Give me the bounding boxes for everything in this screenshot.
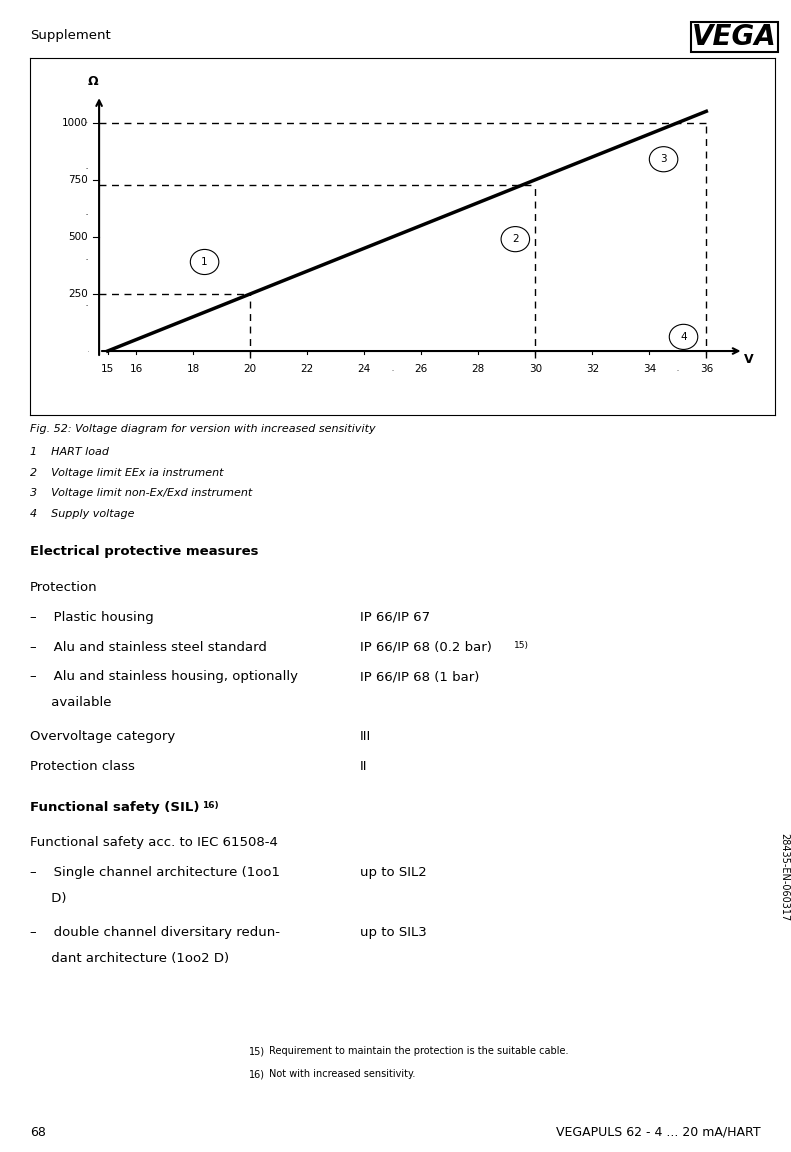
Text: 15: 15 [101,364,114,373]
Text: D): D) [30,892,66,904]
Text: Functional safety acc. to IEC 61508-4: Functional safety acc. to IEC 61508-4 [30,836,278,849]
Text: 1    HART load: 1 HART load [30,447,109,457]
Text: 28435-EN-060317: 28435-EN-060317 [780,833,789,922]
Text: 30: 30 [528,364,542,373]
Text: II: II [360,760,367,773]
Text: IP 66/IP 68 (1 bar): IP 66/IP 68 (1 bar) [360,670,479,683]
Ellipse shape [191,250,219,274]
Text: 28: 28 [471,364,485,373]
Text: Overvoltage category: Overvoltage category [30,730,176,743]
Text: 1: 1 [201,257,208,267]
Text: 20: 20 [244,364,257,373]
Text: Not with increased sensitivity.: Not with increased sensitivity. [269,1069,415,1079]
Text: –    double channel diversitary redun-: – double channel diversitary redun- [30,926,280,939]
Text: –    Plastic housing: – Plastic housing [30,611,153,623]
Text: 3    Voltage limit non-Ex/Exd instrument: 3 Voltage limit non-Ex/Exd instrument [30,488,252,499]
Text: VEGAPULS 62 - 4 ... 20 mA/HART: VEGAPULS 62 - 4 ... 20 mA/HART [556,1126,761,1138]
Text: Protection class: Protection class [30,760,135,773]
Text: Electrical protective measures: Electrical protective measures [30,545,259,558]
Text: 250: 250 [68,289,88,298]
Text: available: available [30,696,112,708]
Text: –    Single channel architecture (1oo1: – Single channel architecture (1oo1 [30,866,280,879]
Text: 4: 4 [680,332,687,342]
Text: V: V [744,353,754,365]
Text: 2    Voltage limit EEx ia instrument: 2 Voltage limit EEx ia instrument [30,468,224,478]
Text: –    Alu and stainless housing, optionally: – Alu and stainless housing, optionally [30,670,298,683]
Text: IP 66/IP 68 (0.2 bar): IP 66/IP 68 (0.2 bar) [360,641,492,653]
Text: 750: 750 [68,175,88,184]
Text: 16): 16) [249,1069,265,1079]
Text: VEGA: VEGA [692,23,777,51]
Text: 15): 15) [249,1046,265,1056]
Text: up to SIL3: up to SIL3 [360,926,426,939]
Text: 32: 32 [585,364,599,373]
Text: Requirement to maintain the protection is the suitable cable.: Requirement to maintain the protection i… [269,1046,569,1056]
Text: 68: 68 [30,1126,46,1138]
Ellipse shape [649,146,678,172]
Text: up to SIL2: up to SIL2 [360,866,426,879]
Text: 36: 36 [700,364,713,373]
Text: Fig. 52: Voltage diagram for version with increased sensitivity: Fig. 52: Voltage diagram for version wit… [30,424,376,434]
Text: 18: 18 [187,364,200,373]
Text: IP 66/IP 67: IP 66/IP 67 [360,611,430,623]
Text: –    Alu and stainless steel standard: – Alu and stainless steel standard [30,641,267,653]
Text: 500: 500 [68,232,88,242]
Text: 22: 22 [301,364,314,373]
Text: 1000: 1000 [62,118,88,128]
Text: 26: 26 [414,364,428,373]
Text: Supplement: Supplement [30,29,111,41]
Text: 24: 24 [358,364,371,373]
Text: 16): 16) [202,801,219,810]
Text: 4    Supply voltage: 4 Supply voltage [30,509,134,520]
Text: 15): 15) [514,641,529,650]
Ellipse shape [501,227,530,251]
Text: Ω: Ω [88,75,99,89]
Ellipse shape [669,325,698,349]
Text: III: III [360,730,371,743]
Text: Functional safety (SIL): Functional safety (SIL) [30,801,199,813]
Text: 34: 34 [643,364,656,373]
Text: 2: 2 [512,234,519,244]
Text: 16: 16 [130,364,143,373]
Text: dant architecture (1oo2 D): dant architecture (1oo2 D) [30,952,229,964]
Text: Protection: Protection [30,581,97,593]
Text: 3: 3 [660,154,667,165]
